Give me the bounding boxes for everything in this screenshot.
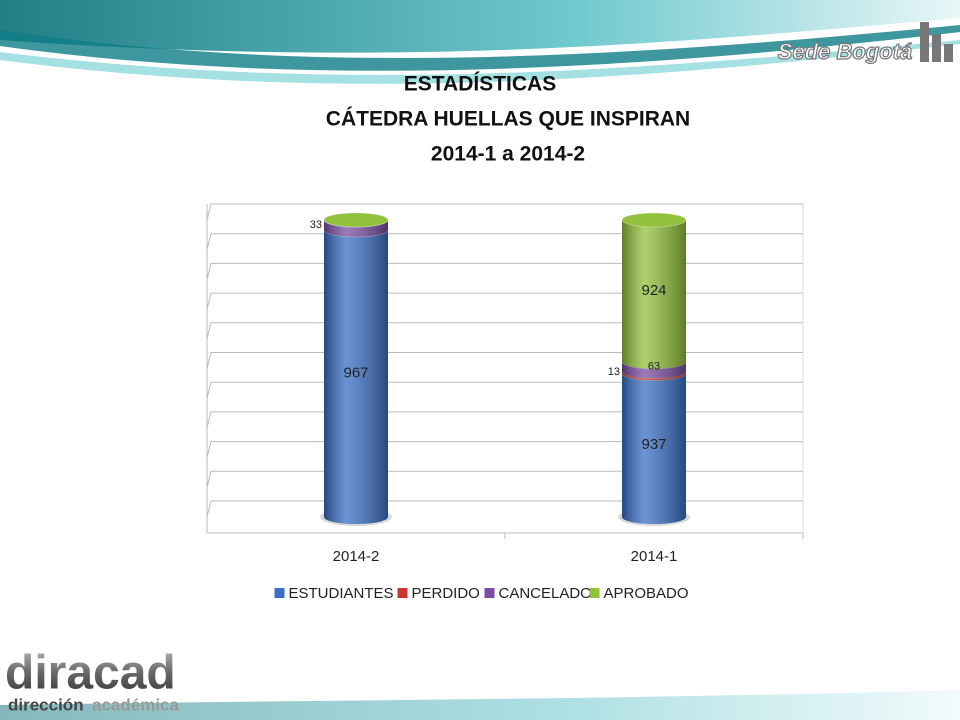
grid-line: [206, 441, 803, 458]
chart-title: ESTADÍSTICAS: [404, 73, 556, 96]
bar-top: [323, 212, 389, 228]
chart-title: CÁTEDRA HUELLAS QUE INSPIRAN: [326, 108, 690, 131]
bar-segment: [323, 222, 389, 524]
grid-line: [206, 352, 803, 369]
bar-shade: [324, 517, 388, 524]
legend-label: PERDIDO: [412, 585, 480, 602]
bar-shade: [622, 371, 686, 379]
legend-swatch: [589, 588, 600, 598]
grid-line: [206, 322, 803, 339]
bar-shade: [622, 517, 686, 524]
footer-logo-sub: académica: [92, 695, 179, 714]
legend-swatch: [274, 588, 285, 598]
legend-label: APROBADO: [604, 585, 689, 602]
legend-swatch: [397, 588, 408, 598]
brand: Sede Bogotá: [778, 39, 912, 64]
un-logo: [920, 22, 953, 62]
bar-segment: [621, 212, 687, 369]
x-tick-label: 2014-2: [333, 548, 380, 565]
bar-shade: [324, 229, 388, 237]
footer-logo-sub: dirección: [8, 695, 84, 714]
data-label: 924: [641, 282, 666, 299]
grid-line: [206, 381, 803, 399]
data-label: 63: [648, 360, 660, 372]
footer-logo: diracad: [5, 647, 176, 700]
data-label: 937: [641, 436, 666, 453]
grid-line: [206, 411, 803, 429]
legend-label: CANCELADO: [499, 585, 592, 602]
legend-swatch: [484, 588, 495, 598]
grid-line: [206, 233, 803, 250]
data-label: 967: [343, 364, 368, 381]
bar-top: [621, 212, 687, 228]
grid-line: [206, 203, 803, 221]
grid-line: [206, 500, 803, 518]
bar-shade: [622, 361, 686, 369]
x-tick-label: 2014-1: [631, 548, 678, 565]
footer-decoration: [0, 690, 960, 720]
grid-line: [206, 292, 803, 310]
bar-segment: [323, 212, 389, 228]
data-label: 13: [608, 366, 620, 378]
bar-shade: [324, 229, 388, 517]
bar-shade: [622, 373, 686, 517]
legend-label: ESTUDIANTES: [289, 585, 394, 602]
grid-line: [206, 470, 803, 488]
grid-line: [206, 262, 803, 280]
header-decoration: [0, 0, 960, 84]
data-label: 33: [310, 219, 322, 231]
bar-shade: [622, 220, 686, 362]
chart-subtitle: 2014-1 a 2014-2: [431, 143, 585, 166]
